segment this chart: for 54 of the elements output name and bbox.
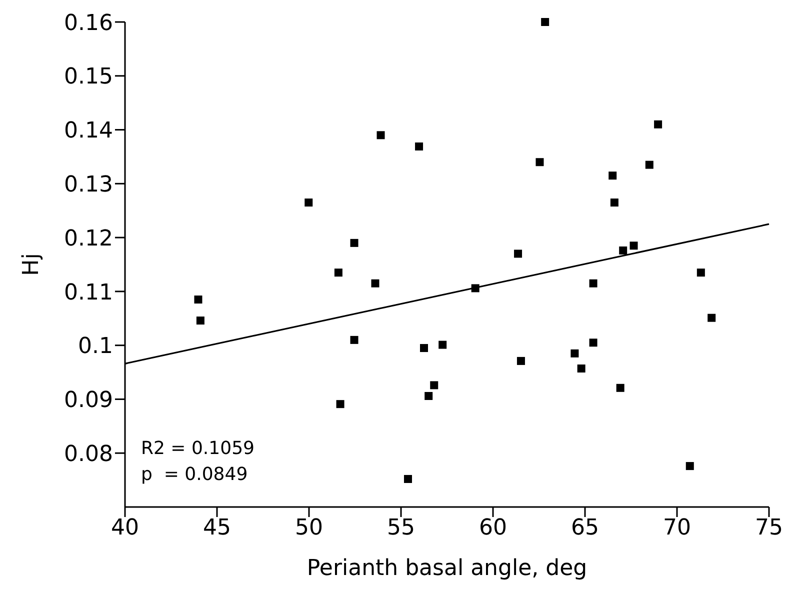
- point: [686, 462, 694, 470]
- point: [376, 131, 385, 140]
- point: [516, 356, 525, 365]
- point: [696, 268, 705, 277]
- x-tick-label: 45: [203, 516, 231, 541]
- point: [424, 392, 433, 400]
- y-tick-label: 0.09: [64, 388, 113, 414]
- point: [350, 336, 358, 344]
- point: [404, 474, 412, 483]
- point: [304, 198, 313, 207]
- point: [577, 364, 586, 373]
- y-tick-label: 0.15: [64, 64, 113, 90]
- x-tick-label: 75: [755, 516, 783, 541]
- y-axis-title: Hj: [18, 253, 44, 276]
- point: [541, 18, 550, 26]
- point: [336, 400, 344, 408]
- point: [589, 338, 598, 347]
- point: [536, 158, 544, 166]
- y-tick-label: 0.12: [64, 226, 113, 252]
- point: [438, 340, 447, 349]
- x-tick-label: 60: [479, 516, 507, 541]
- point: [350, 238, 358, 247]
- point: [420, 344, 428, 352]
- x-tick-label: 50: [295, 516, 323, 541]
- point: [645, 160, 654, 169]
- point: [708, 314, 716, 322]
- point: [514, 250, 522, 258]
- x-tick-label: 40: [111, 516, 139, 541]
- point: [630, 242, 638, 250]
- x-tick-label: 55: [387, 516, 415, 541]
- point: [654, 120, 662, 128]
- y-tick-label: 0.16: [64, 10, 113, 36]
- y-tick-label: 0.11: [64, 280, 113, 306]
- annotation: R2 = 0.1059: [141, 437, 254, 461]
- point: [415, 142, 424, 150]
- x-tick-label: 65: [571, 516, 599, 541]
- point: [430, 381, 438, 390]
- x-axis-title: Perianth basal angle, deg: [306, 556, 588, 581]
- y-tick-label: 0.1: [78, 334, 113, 360]
- annotation: p = 0.0849: [141, 463, 249, 487]
- y-tick-label: 0.14: [64, 118, 113, 144]
- point: [334, 268, 342, 277]
- point: [610, 198, 618, 207]
- point: [616, 384, 624, 392]
- point: [196, 316, 204, 325]
- point: [194, 296, 202, 304]
- y-tick-label: 0.08: [64, 442, 113, 467]
- point: [371, 279, 380, 288]
- y-tick-label: 0.13: [64, 172, 113, 198]
- point: [589, 279, 598, 288]
- x-tick-label: 70: [663, 516, 691, 541]
- point: [608, 172, 617, 180]
- point: [570, 349, 579, 358]
- point: [619, 246, 628, 254]
